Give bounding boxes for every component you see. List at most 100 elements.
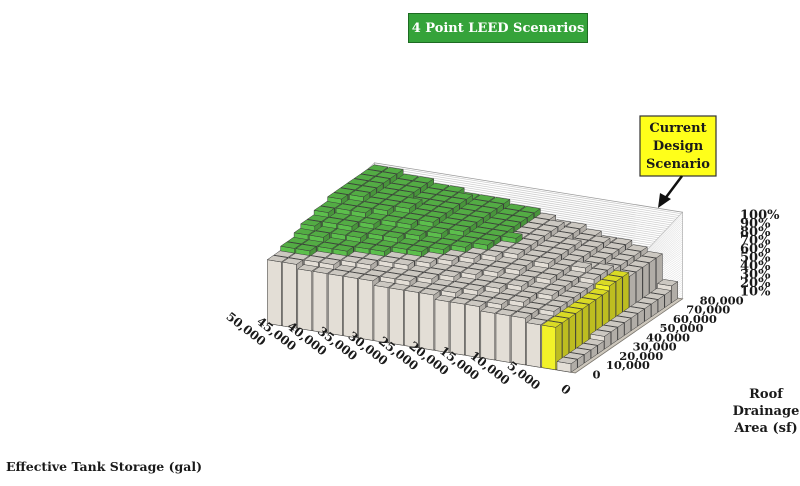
bar-top [559, 290, 581, 298]
bar-top [558, 226, 581, 234]
bar-top [447, 212, 469, 220]
bar-top [286, 237, 309, 245]
bar-top [361, 237, 383, 245]
bar-top [493, 292, 515, 301]
bar-top [449, 297, 472, 305]
bar-top [301, 239, 324, 247]
bar-top [554, 311, 576, 319]
bar-top [608, 270, 630, 278]
bar-top [572, 281, 595, 289]
bar-top [626, 244, 648, 252]
bar-top [583, 338, 605, 346]
bar-top [312, 266, 334, 274]
bar-top [484, 281, 507, 289]
bar-top [325, 253, 348, 261]
bar-top [543, 219, 565, 227]
bar-top [555, 258, 578, 266]
bar-top [576, 343, 598, 351]
bar-top [416, 203, 439, 211]
bar-top [450, 240, 473, 248]
bar-top [634, 255, 657, 263]
bar-front [526, 322, 541, 368]
bar-top [445, 197, 467, 205]
bar-top [357, 201, 379, 209]
bar-top [531, 245, 554, 253]
bar-top [501, 231, 523, 239]
bar-top [395, 274, 417, 282]
bar-top [609, 315, 632, 323]
bar-top [545, 235, 567, 243]
bar-top [428, 242, 451, 250]
bar-top [536, 224, 559, 232]
bar-top [574, 297, 597, 305]
bar-top [548, 263, 571, 271]
bar-top [547, 247, 569, 255]
bar-top [435, 238, 457, 246]
bar-top [332, 244, 354, 252]
bar-top [471, 295, 494, 303]
bar-top [553, 242, 576, 250]
wall-gridline [374, 166, 683, 217]
bar-top [319, 257, 341, 265]
y-tick-label: 0 [592, 367, 600, 381]
y-tick-label: 20,000 [619, 349, 663, 363]
bar-front [297, 268, 313, 331]
z-tick-label: 90% [740, 216, 771, 231]
bar-top [510, 311, 533, 319]
bar-front [495, 313, 511, 363]
z-tick-label: 40% [740, 259, 771, 274]
bar-top [350, 206, 373, 214]
bar-top [342, 271, 365, 279]
bar-top [459, 251, 481, 259]
bar-top [650, 287, 672, 296]
bar-top [355, 185, 378, 193]
bar-top [490, 212, 513, 220]
bar-top [306, 214, 329, 222]
bar-top [486, 229, 508, 237]
bar-front [282, 261, 297, 329]
bar-top [342, 199, 364, 207]
bar-top [382, 167, 404, 175]
bar-top [401, 269, 424, 277]
bar-top [523, 302, 546, 310]
z-tick-label: 70% [740, 233, 771, 248]
bar-top [495, 308, 517, 316]
bar-top [604, 242, 626, 250]
bar-top [564, 270, 586, 278]
bar-top [328, 212, 351, 220]
bar-top [411, 224, 434, 232]
bar-top [560, 238, 582, 246]
bar-top [398, 237, 420, 245]
bar-top [349, 267, 372, 275]
bar-top [377, 187, 399, 195]
bar-top [364, 196, 386, 204]
bar-top [346, 178, 369, 186]
bar-top [489, 261, 512, 269]
bar-top [375, 171, 398, 179]
bar-top [295, 244, 317, 252]
bar-top [492, 224, 515, 232]
bar-top [273, 250, 295, 258]
bar-top [426, 226, 449, 234]
bar-front [358, 278, 374, 341]
bar-top [374, 224, 396, 232]
bar-top [417, 272, 439, 280]
bar-top [391, 242, 414, 250]
bar-top [508, 295, 531, 303]
bar-top [565, 221, 587, 229]
bar-top [367, 164, 389, 172]
bar-top [611, 237, 633, 245]
bar-front [328, 273, 343, 336]
bar-top [322, 217, 344, 225]
bar-top [438, 201, 460, 209]
bar-top [582, 240, 604, 248]
y-tick-label: 50,000 [659, 321, 703, 335]
bar-top [442, 233, 464, 241]
bar-top [530, 297, 553, 305]
bar-top [412, 176, 435, 184]
z-tick-label: 20% [740, 276, 771, 291]
bar-top [327, 269, 350, 277]
bar-top [396, 217, 418, 225]
bar-top [452, 260, 475, 268]
bar-top [434, 294, 456, 302]
